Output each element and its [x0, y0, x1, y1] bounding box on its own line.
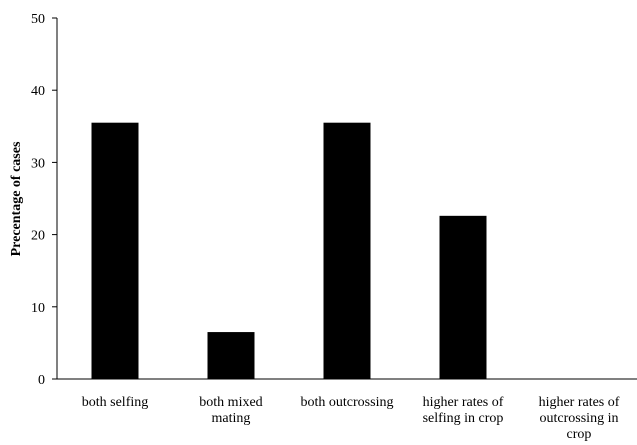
x-category-label-line: crop [567, 427, 592, 442]
y-tick-label: 40 [31, 84, 45, 99]
x-category-label: higher rates of selfing in crop [423, 395, 504, 426]
bar [207, 332, 255, 379]
x-category-label-line: both outcrossing [301, 395, 394, 410]
bar [439, 215, 487, 379]
y-ticks: 0 10 20 30 40 50 [31, 12, 57, 388]
x-category-label: both selfing [82, 395, 149, 410]
x-category-label-line: mating [212, 411, 251, 426]
x-category-label-line: outcrossing in [540, 411, 619, 426]
x-category-label-line: both mixed [199, 395, 262, 410]
y-tick-label: 20 [31, 229, 45, 244]
bar [91, 122, 139, 379]
bars [91, 122, 487, 379]
x-category-label: both mixed mating [199, 395, 262, 426]
x-category-label-line: higher rates of [423, 395, 504, 410]
x-labels: both selfing both mixed mating both outcros… [82, 395, 620, 442]
y-tick-label: 50 [31, 12, 45, 27]
x-category-label-line: selfing in crop [423, 411, 504, 426]
x-category-label: both outcrossing [301, 395, 394, 410]
x-category-label-line: higher rates of [539, 395, 620, 410]
y-tick-label: 30 [31, 156, 45, 171]
x-category-label: higher rates of outcrossing in crop [539, 395, 620, 442]
y-tick-label: 0 [38, 373, 45, 388]
bar [323, 122, 371, 379]
y-tick-label: 10 [31, 301, 45, 316]
y-axis-title: Precentage of cases [9, 141, 24, 256]
x-category-label-line: both selfing [82, 395, 149, 410]
